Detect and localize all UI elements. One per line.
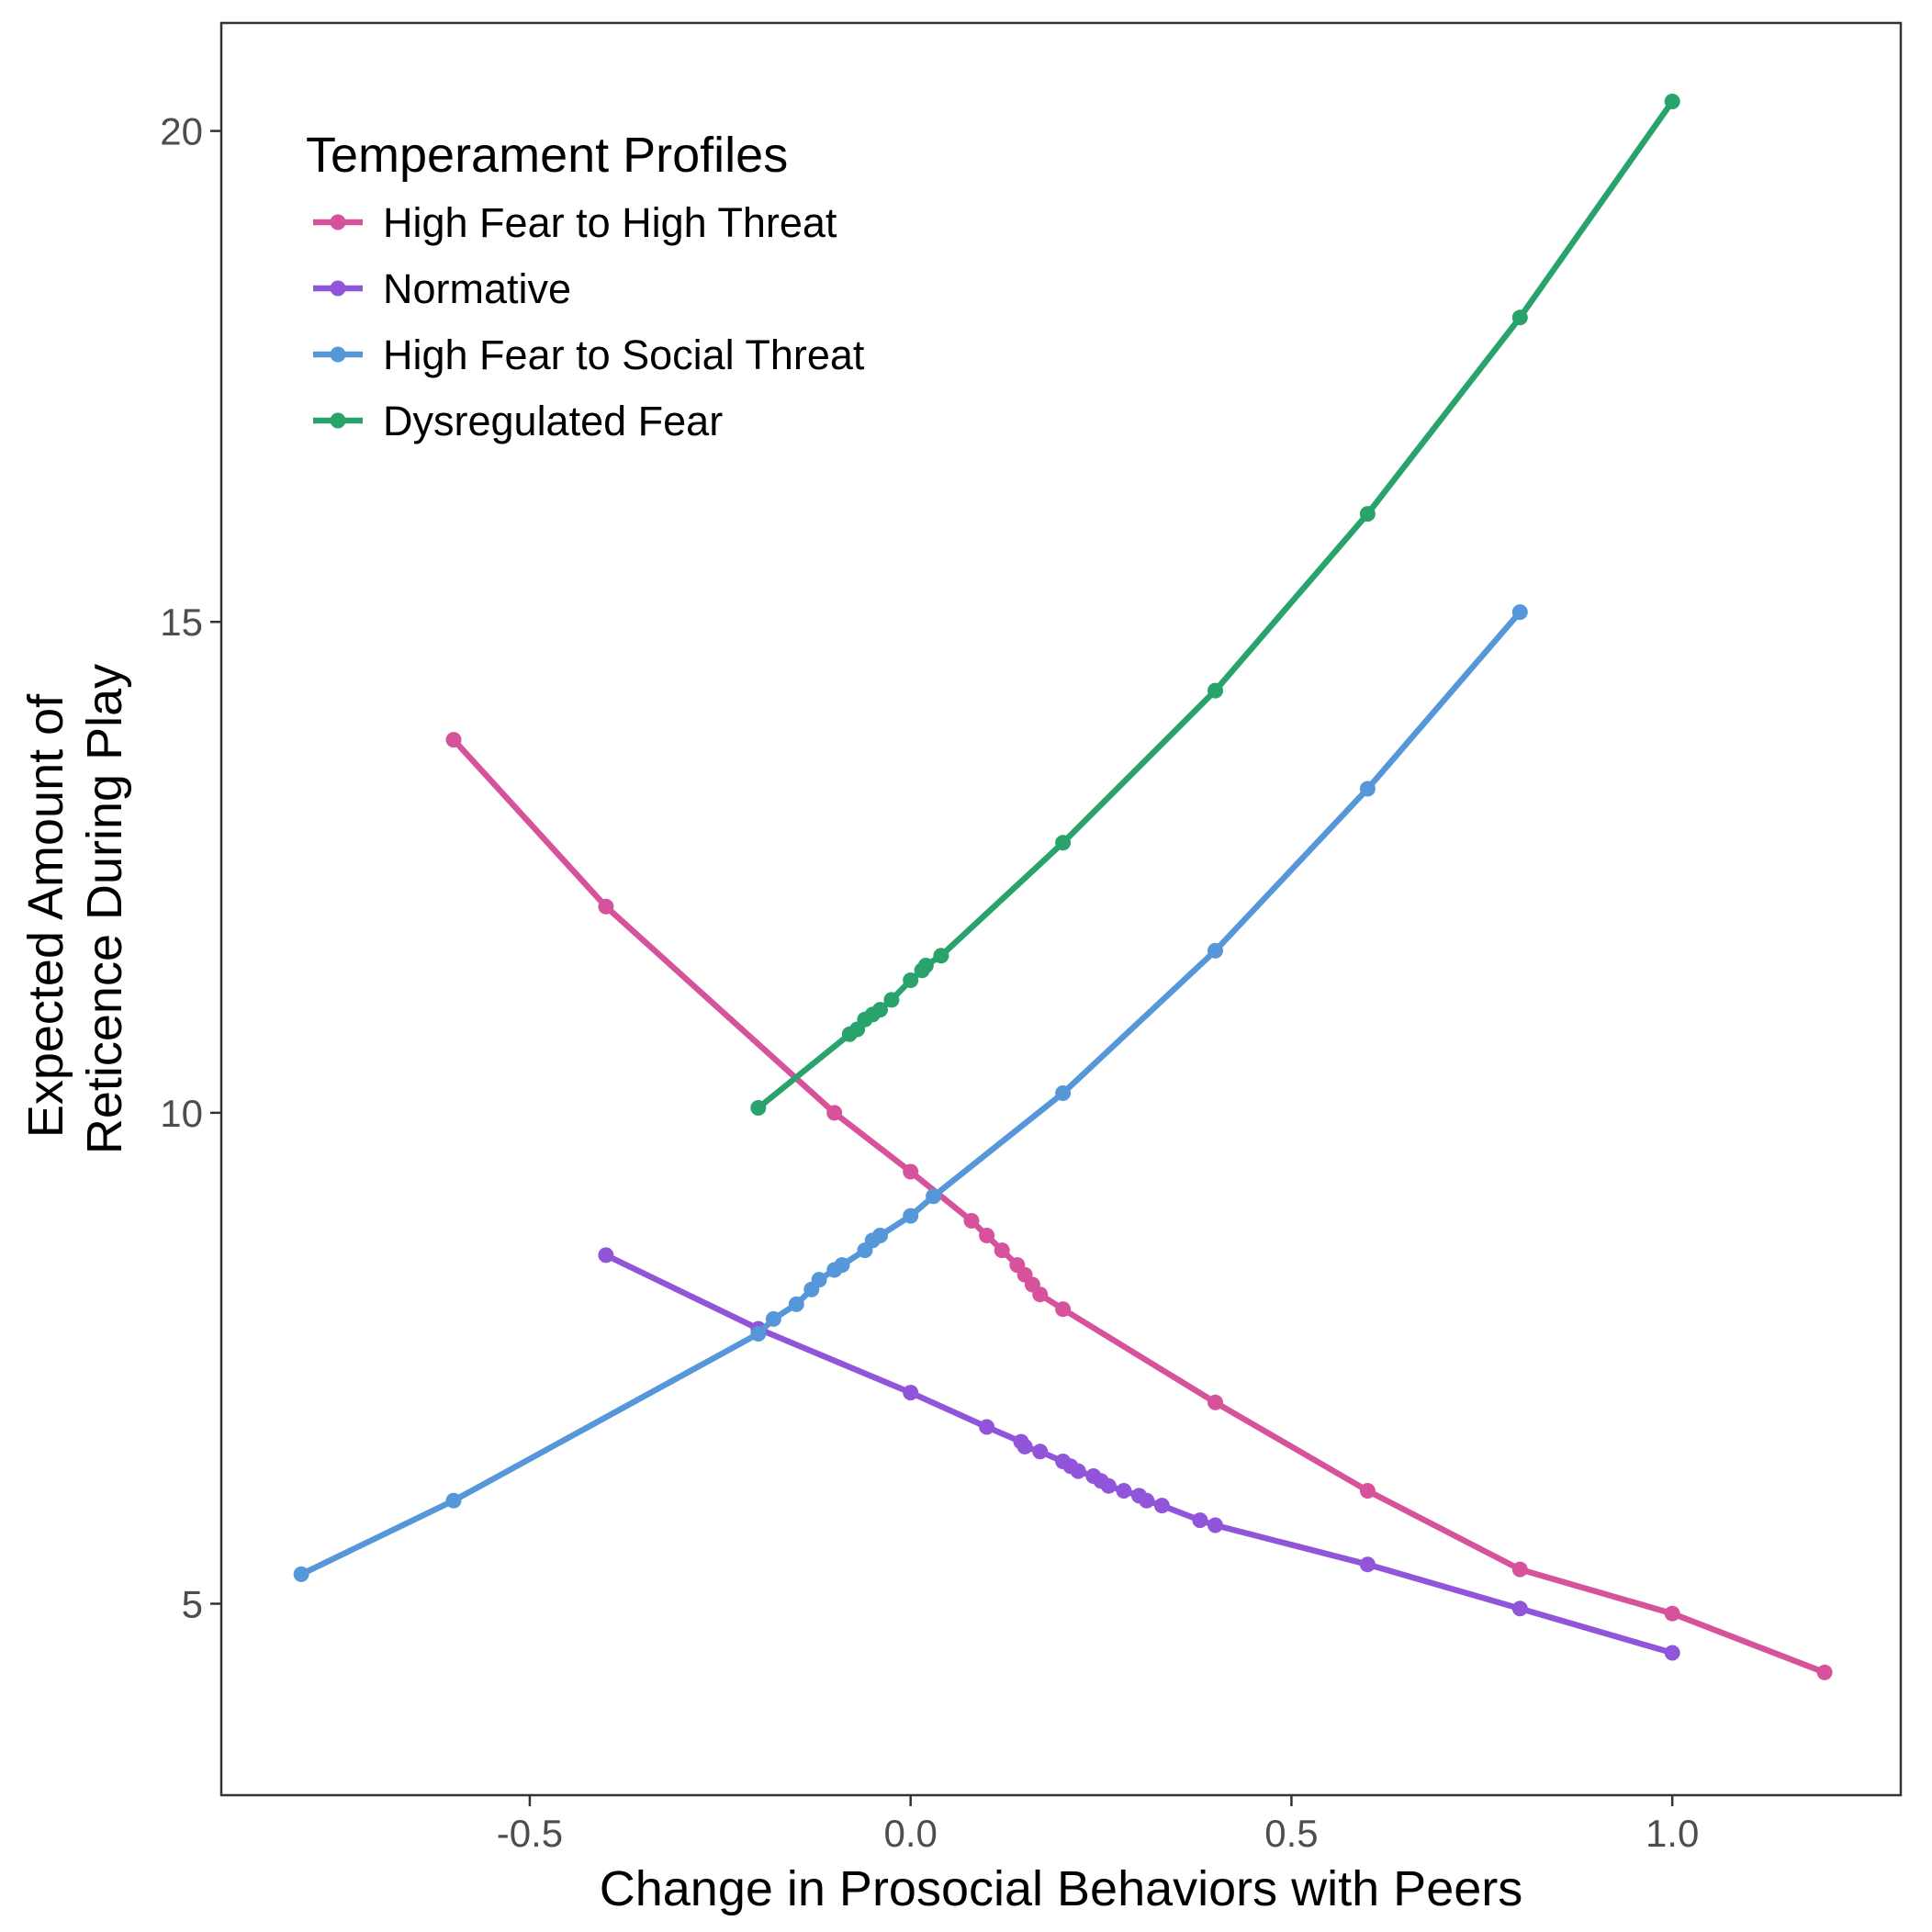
y-tick-label: 10 bbox=[160, 1092, 203, 1135]
legend-swatch-point bbox=[330, 412, 346, 429]
data-point-high-fear-to-social-threat bbox=[1055, 1085, 1072, 1101]
series-high-fear-to-high-threat bbox=[445, 732, 1833, 1680]
data-point-dysregulated-fear bbox=[1511, 309, 1528, 326]
data-point-high-fear-to-high-threat bbox=[1208, 1394, 1223, 1410]
legend-swatch-point bbox=[330, 346, 346, 363]
x-axis: -0.5 0.0 0.5 1.0 bbox=[497, 1795, 1699, 1855]
data-point-normative bbox=[1070, 1463, 1086, 1479]
data-point-high-fear-to-high-threat bbox=[445, 732, 462, 748]
data-point-high-fear-to-social-threat bbox=[811, 1272, 827, 1288]
data-point-dysregulated-fear bbox=[1055, 835, 1072, 851]
data-point-high-fear-to-high-threat bbox=[903, 1163, 919, 1180]
x-tick-label: 0.5 bbox=[1264, 1812, 1318, 1855]
data-point-high-fear-to-high-threat bbox=[598, 898, 614, 915]
data-point-normative bbox=[1511, 1601, 1528, 1617]
data-point-dysregulated-fear bbox=[883, 992, 900, 1008]
series-layer bbox=[293, 94, 1833, 1680]
series-high-fear-to-social-threat bbox=[293, 604, 1528, 1582]
data-point-normative bbox=[1032, 1443, 1049, 1460]
data-point-dysregulated-fear bbox=[1359, 506, 1376, 522]
data-point-high-fear-to-high-threat bbox=[994, 1242, 1010, 1259]
data-point-high-fear-to-social-threat bbox=[926, 1188, 942, 1205]
data-point-high-fear-to-high-threat bbox=[1664, 1605, 1680, 1622]
x-tick-label: 0.0 bbox=[883, 1812, 937, 1855]
legend-label: Normative bbox=[383, 265, 571, 312]
data-point-normative bbox=[1017, 1438, 1033, 1455]
y-tick-label: 15 bbox=[160, 601, 203, 644]
y-tick-label: 5 bbox=[182, 1582, 203, 1625]
data-point-dysregulated-fear bbox=[933, 948, 949, 964]
data-point-normative bbox=[598, 1247, 614, 1264]
data-point-normative bbox=[1359, 1556, 1376, 1573]
x-tick-label: 1.0 bbox=[1646, 1812, 1699, 1855]
data-point-high-fear-to-social-threat bbox=[872, 1228, 888, 1243]
data-point-dysregulated-fear bbox=[903, 972, 919, 988]
data-point-normative bbox=[979, 1419, 995, 1435]
y-axis-title: Expected Amount of Reticence During Play bbox=[18, 664, 132, 1154]
data-point-high-fear-to-social-threat bbox=[445, 1492, 462, 1509]
data-point-high-fear-to-high-threat bbox=[826, 1105, 843, 1121]
legend-label: Dysregulated Fear bbox=[383, 398, 723, 444]
data-point-high-fear-to-social-threat bbox=[788, 1296, 804, 1312]
panel-border bbox=[219, 21, 1903, 1797]
data-point-high-fear-to-social-threat bbox=[1359, 781, 1376, 797]
legend-label: High Fear to High Threat bbox=[383, 199, 837, 246]
data-point-high-fear-to-social-threat bbox=[750, 1326, 767, 1342]
data-point-high-fear-to-high-threat bbox=[963, 1213, 980, 1229]
legend-item-dysregulated-fear: Dysregulated Fear bbox=[313, 398, 723, 444]
data-point-dysregulated-fear bbox=[872, 1002, 888, 1018]
data-point-normative bbox=[1139, 1492, 1155, 1509]
data-point-high-fear-to-social-threat bbox=[765, 1310, 781, 1327]
data-point-normative bbox=[1192, 1512, 1208, 1529]
data-point-high-fear-to-high-threat bbox=[1055, 1301, 1072, 1318]
y-tick-label: 20 bbox=[160, 110, 203, 153]
data-point-high-fear-to-social-threat bbox=[834, 1257, 850, 1274]
data-point-high-fear-to-social-threat bbox=[1208, 942, 1223, 959]
x-tick-label: -0.5 bbox=[497, 1812, 563, 1855]
data-point-dysregulated-fear bbox=[1664, 94, 1680, 109]
legend-label: High Fear to Social Threat bbox=[383, 331, 865, 378]
data-point-dysregulated-fear bbox=[750, 1100, 767, 1116]
data-point-normative bbox=[1664, 1645, 1680, 1661]
legend-swatch-point bbox=[330, 214, 346, 230]
legend-title: Temperament Profiles bbox=[306, 128, 788, 183]
series-normative bbox=[598, 1247, 1680, 1661]
data-point-high-fear-to-high-threat bbox=[1359, 1483, 1376, 1499]
data-point-high-fear-to-social-threat bbox=[293, 1566, 309, 1582]
legend: Temperament Profiles High Fear to High T… bbox=[306, 128, 865, 444]
legend-item-high-fear-to-high-threat: High Fear to High Threat bbox=[313, 199, 837, 246]
legend-item-high-fear-to-social-threat: High Fear to Social Threat bbox=[313, 331, 865, 378]
data-point-normative bbox=[1208, 1517, 1223, 1533]
data-point-high-fear-to-social-threat bbox=[1511, 604, 1528, 621]
legend-swatch-point bbox=[330, 280, 346, 297]
plot-panel bbox=[219, 21, 1903, 1797]
y-axis-title-line-2: Reticence During Play bbox=[77, 664, 132, 1154]
data-point-normative bbox=[1116, 1483, 1132, 1499]
data-point-dysregulated-fear bbox=[1208, 682, 1223, 699]
data-point-high-fear-to-high-threat bbox=[1511, 1561, 1528, 1578]
data-point-high-fear-to-high-threat bbox=[979, 1228, 995, 1243]
x-axis-title: Change in Prosocial Behaviors with Peers bbox=[600, 1861, 1523, 1916]
data-point-high-fear-to-high-threat bbox=[1032, 1286, 1049, 1303]
y-axis-title-line-1: Expected Amount of bbox=[18, 693, 73, 1138]
legend-item-normative: Normative bbox=[313, 265, 571, 312]
data-point-normative bbox=[903, 1385, 919, 1401]
data-point-high-fear-to-social-threat bbox=[903, 1208, 919, 1224]
series-dysregulated-fear bbox=[750, 94, 1680, 1116]
data-point-high-fear-to-high-threat bbox=[1816, 1664, 1833, 1680]
data-point-normative bbox=[1153, 1498, 1170, 1514]
data-point-dysregulated-fear bbox=[917, 958, 934, 973]
data-point-normative bbox=[1100, 1477, 1117, 1494]
y-axis: 5 10 15 20 bbox=[160, 110, 221, 1625]
